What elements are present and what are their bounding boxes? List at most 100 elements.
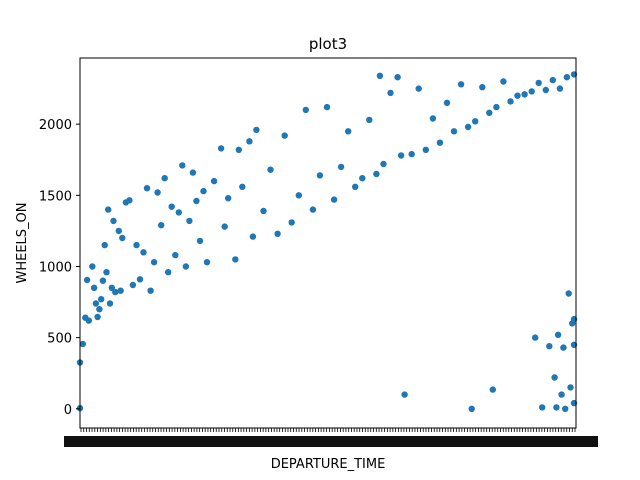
data-point [295,192,302,199]
data-point [472,118,479,125]
data-point [479,84,486,91]
y-tick-label: 500 [47,332,72,347]
data-point [316,172,324,179]
points-layer [76,71,578,412]
data-point [165,269,172,276]
data-point [359,175,366,182]
data-point [175,209,182,216]
data-point [554,331,562,338]
data-point [562,405,569,412]
data-point [106,300,114,307]
data-point [133,241,140,249]
data-point [108,284,116,291]
data-point [129,281,137,289]
data-point [443,99,451,107]
data-point [352,183,359,190]
data-point [408,150,415,158]
data-point [136,276,144,283]
data-point [182,263,190,270]
data-point [302,106,309,114]
data-point [103,269,110,276]
data-point [96,306,103,313]
data-point [394,74,401,81]
y-tick-label: 1000 [39,260,72,275]
data-point [563,74,571,81]
data-point [567,384,574,391]
data-point [551,374,558,381]
plot-frame [79,57,577,429]
data-point [457,81,465,88]
data-point [210,177,218,185]
data-point [189,169,197,176]
data-point [235,146,242,153]
data-point [560,344,567,351]
data-point [161,175,168,182]
data-point [143,185,151,192]
data-point [99,277,107,284]
data-point [110,217,117,225]
data-point [558,391,565,398]
data-point [117,287,124,294]
data-point [221,223,228,230]
data-point [387,89,394,97]
data-point [267,166,274,173]
data-point [468,405,475,412]
data-point [217,145,225,152]
data-point [556,85,564,92]
data-point [546,343,553,350]
data-point [140,249,147,256]
data-point [154,189,161,196]
data-point [528,88,535,95]
data-point [168,203,175,210]
data-point [225,195,232,202]
data-point [542,86,549,94]
data-point [507,98,514,105]
data-point [200,187,207,195]
data-point [539,404,546,411]
data-point [450,128,458,135]
data-point [309,206,317,213]
data-point [489,386,496,393]
data-point [429,115,437,122]
data-point [253,126,260,134]
chart-title: plot3 [309,35,347,53]
data-point [90,284,98,291]
data-point [79,340,87,348]
data-point [179,162,186,169]
data-point [380,160,387,168]
data-point [150,259,158,266]
data-point [535,79,542,87]
data-point [85,317,93,324]
data-point [101,241,108,249]
data-point [436,139,444,146]
data-point [521,91,528,98]
data-point [119,234,126,242]
data-point [105,206,112,213]
data-point [249,233,257,240]
data-point [330,196,338,203]
data-point [464,123,472,131]
y-tick-label: 1500 [39,189,72,204]
data-point [514,92,521,99]
data-point [193,197,200,205]
data-point [323,103,331,111]
data-point [196,237,204,245]
data-point [246,138,253,145]
data-point [172,251,179,259]
data-point [565,290,572,297]
data-point [89,263,96,270]
y-tick-label: 0 [64,403,72,418]
data-point [288,219,295,226]
data-point [493,103,500,111]
data-point [397,152,405,159]
data-point [260,207,267,215]
x-axis-title: DEPARTURE_TIME [271,457,386,472]
y-axis-title: WHEELS_ON [15,202,30,283]
data-point [486,109,493,117]
data-point [158,222,165,229]
data-point [376,72,384,80]
data-point [126,197,133,204]
data-point [281,132,288,139]
data-point [92,300,100,307]
